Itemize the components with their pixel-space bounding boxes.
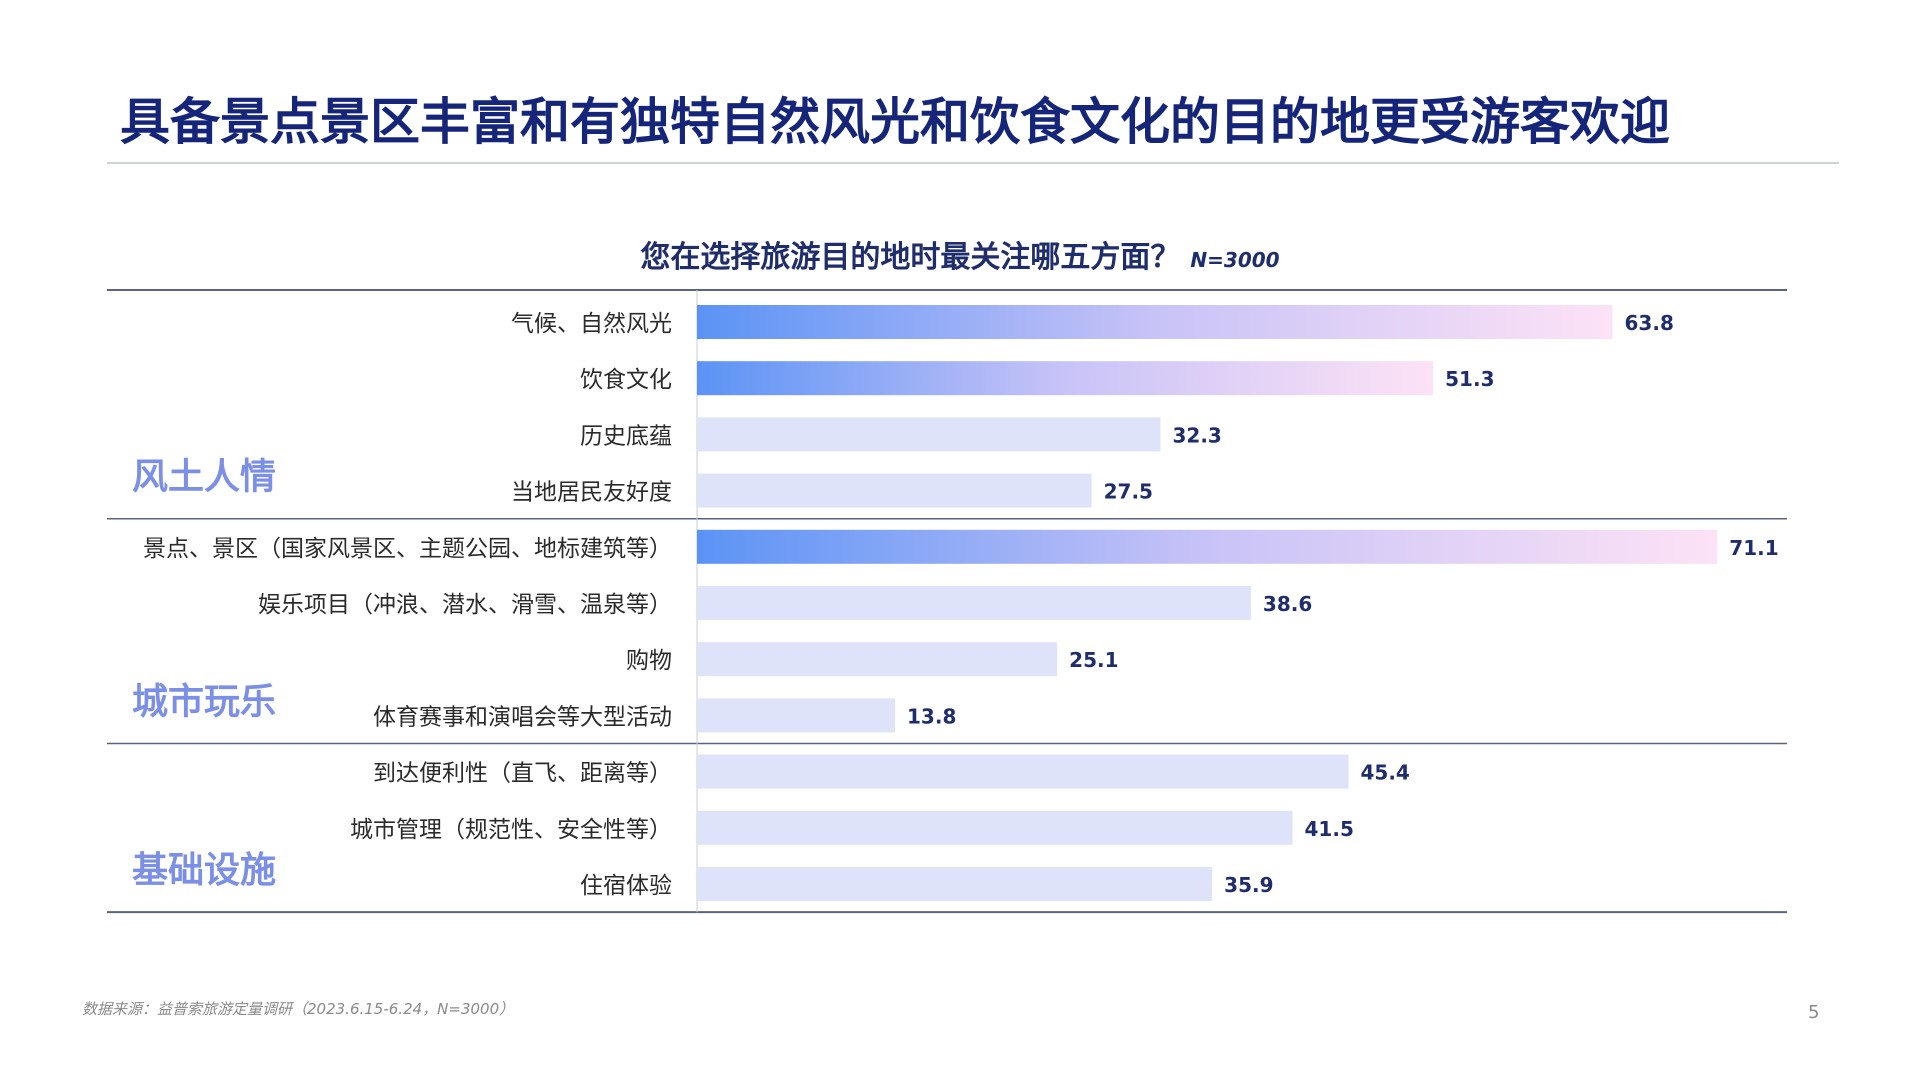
value-label: 13.8 (907, 704, 956, 728)
bar (697, 361, 1434, 396)
bar (697, 586, 1251, 620)
category-label: 住宿体验 (580, 873, 672, 899)
value-label: 25.1 (1069, 648, 1118, 672)
value-label: 51.3 (1445, 367, 1494, 391)
value-label: 27.5 (1104, 480, 1153, 504)
category-label: 购物 (626, 648, 672, 674)
title-divider (107, 162, 1839, 164)
sample-size-note: N=3000 (1190, 248, 1280, 272)
group-label: 基础设施 (132, 850, 276, 891)
bar (697, 305, 1613, 339)
bar (697, 473, 1092, 508)
bar (697, 867, 1213, 901)
page-number: 5 (1808, 1002, 1820, 1023)
slide-title: 具备景点景区丰富和有独特自然风光和饮食文化的目的地更受游客欢迎 (120, 93, 1670, 151)
value-label: 71.1 (1729, 536, 1778, 560)
category-label: 到达便利性（直飞、距离等） (373, 761, 672, 787)
bar (697, 698, 896, 733)
bar (697, 642, 1058, 677)
value-label: 32.3 (1173, 423, 1222, 447)
value-label: 63.8 (1625, 311, 1674, 335)
value-label: 38.6 (1263, 592, 1312, 616)
bar (697, 810, 1293, 845)
data-source-note: 数据来源：益普索旅游定量调研（2023.6.15-6.24，N=3000） (82, 1000, 515, 1018)
bar (697, 529, 1718, 564)
chart-title-row: 您在选择旅游目的地时最关注哪五方面？ N=3000 (0, 232, 1920, 276)
category-label: 体育赛事和演唱会等大型活动 (373, 704, 672, 730)
value-label: 41.5 (1305, 817, 1354, 841)
value-label: 45.4 (1360, 761, 1409, 785)
category-label: 当地居民友好度 (511, 480, 672, 506)
chart-title: 您在选择旅游目的地时最关注哪五方面？ (640, 240, 1181, 275)
bar (697, 754, 1349, 789)
category-label: 气候、自然风光 (511, 311, 672, 337)
category-label: 景点、景区（国家风景区、主题公园、地标建筑等） (143, 536, 672, 562)
category-label: 饮食文化 (580, 367, 672, 393)
group-label: 城市玩乐 (132, 681, 276, 722)
value-label: 35.9 (1224, 873, 1273, 897)
group-label: 风土人情 (132, 457, 276, 498)
category-label: 娱乐项目（冲浪、潜水、滑雪、温泉等） (258, 592, 672, 618)
category-label: 历史底蕴 (580, 423, 672, 449)
bar (697, 417, 1161, 452)
category-label: 城市管理（规范性、安全性等） (350, 817, 672, 843)
